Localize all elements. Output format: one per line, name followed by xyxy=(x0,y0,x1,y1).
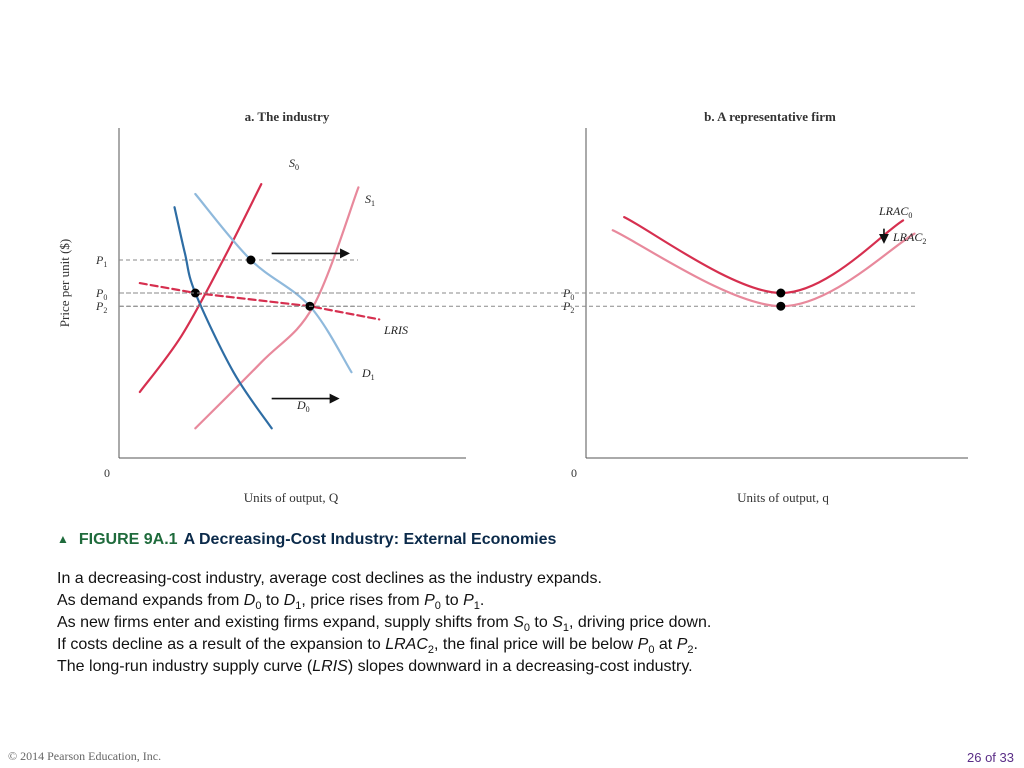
panel-a-origin-label: 0 xyxy=(104,466,110,480)
caption-line: If costs decline as a result of the expa… xyxy=(57,636,698,656)
caption-heading: ▲ FIGURE 9A.1 A Decreasing-Cost Industry: … xyxy=(57,529,997,551)
point-LRAC2-min xyxy=(776,301,786,311)
caption-line: As new firms enter and existing firms ex… xyxy=(57,614,712,634)
tick-label-P2: P2 xyxy=(562,299,574,315)
figure-title: A Decreasing-Cost Industry: External Eco… xyxy=(183,531,557,548)
panel-firm: b. A representative firm Units of output… xyxy=(120,109,968,505)
figure-number: FIGURE 9A.1 xyxy=(78,531,178,548)
panel-a-x-axis-label: Units of output, Q xyxy=(244,490,339,505)
panel-b-origin-label: 0 xyxy=(571,466,577,480)
label-S0: S0 xyxy=(289,156,299,172)
panel-a-title: a. The industry xyxy=(245,109,330,124)
tick-label-P2: P2 xyxy=(95,299,107,315)
tick-label-P0: P0 xyxy=(95,286,107,302)
label-LRAC2: LRAC2 xyxy=(892,230,926,246)
y-axis-label: Price per unit ($) xyxy=(57,239,72,327)
label-D1: D1 xyxy=(361,366,375,382)
copyright-notice: © 2014 Pearson Education, Inc. xyxy=(8,749,162,763)
triangle-icon: ▲ xyxy=(57,532,69,546)
label-LRAC0: LRAC0 xyxy=(878,204,912,220)
panel-b-x-axis-label: Units of output, q xyxy=(737,490,829,505)
caption-line: As demand expands from D0 to D1, price r… xyxy=(57,592,485,612)
page-number: 26 of 33 xyxy=(967,750,1014,765)
caption-line: In a decreasing-cost industry, average c… xyxy=(57,570,602,587)
tick-label-P0: P0 xyxy=(562,286,574,302)
curve-D1 xyxy=(194,192,353,374)
curve-LRAC0 xyxy=(623,216,905,295)
tick-label-P1: P1 xyxy=(95,253,107,269)
label-D0: D0 xyxy=(296,398,310,414)
curve-LRAC2 xyxy=(611,229,916,308)
curve-S0 xyxy=(138,183,263,394)
panel-b-title: b. A representative firm xyxy=(704,109,836,124)
curve-D0 xyxy=(173,206,273,430)
figure-caption: ▲ FIGURE 9A.1 A Decreasing-Cost Industry: … xyxy=(57,529,997,678)
caption-body: In a decreasing-cost industry, average c… xyxy=(57,568,997,678)
point-S0-D1 xyxy=(246,255,256,265)
point-S0-D0 xyxy=(190,288,200,298)
point-LRAC0-min xyxy=(776,288,786,298)
label-LRIS: LRIS xyxy=(383,323,408,337)
curve-LRIS xyxy=(138,282,381,321)
curve-S1 xyxy=(194,186,360,430)
figure-chart: a. The industry Price per unit ($) Units… xyxy=(57,109,968,505)
caption-line: The long-run industry supply curve (LRIS… xyxy=(57,658,693,675)
label-S1: S1 xyxy=(365,192,375,208)
panel-industry: a. The industry Price per unit ($) Units… xyxy=(57,109,466,505)
